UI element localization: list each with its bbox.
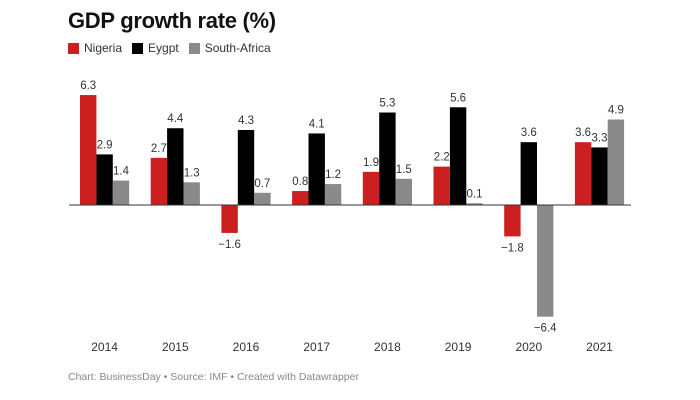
data-label: 4.9	[608, 104, 624, 116]
data-label: 4.1	[309, 118, 325, 130]
x-tick-label: 2017	[303, 340, 330, 354]
data-label: 4.4	[167, 113, 184, 125]
bar-eygpt-2016	[237, 129, 255, 205]
bar-nigeria-2019	[433, 166, 450, 205]
data-label: 5.3	[379, 98, 395, 110]
legend-label: Nigeria	[84, 41, 123, 55]
bar-eygpt-2020	[520, 142, 537, 205]
data-label: 2.9	[97, 139, 113, 151]
legend: Nigeria Eygpt South-Africa	[68, 41, 271, 55]
legend-swatch	[188, 42, 200, 54]
data-label: 2.2	[434, 152, 450, 164]
data-label: 6.3	[80, 80, 96, 92]
bar-nigeria-2014	[80, 95, 97, 205]
x-tick-label: 2019	[445, 340, 472, 354]
bar-eygpt-2019	[449, 107, 467, 205]
data-label: 1.9	[363, 157, 379, 169]
bar-eygpt-2021	[591, 147, 608, 205]
data-label: 0.8	[292, 176, 308, 188]
bar-south-africa-2019	[466, 203, 483, 205]
bar-south-africa-2015	[183, 182, 200, 205]
x-tick-label: 2021	[586, 340, 613, 354]
legend-swatch	[68, 42, 79, 54]
legend-item-egypt: Eygpt	[132, 41, 179, 55]
bar-nigeria-2020	[504, 205, 521, 237]
bar-eygpt-2015	[167, 128, 184, 205]
bar-eygpt-2017	[308, 133, 325, 205]
data-label: −1.8	[501, 242, 524, 254]
x-tick-label: 2016	[233, 340, 260, 354]
bar-nigeria-2018	[362, 171, 380, 205]
bar-nigeria-2015	[150, 157, 168, 205]
bar-nigeria-2016	[221, 205, 238, 233]
data-label: −6.4	[534, 323, 557, 335]
data-label: 1.3	[184, 167, 200, 179]
legend-label: Eygpt	[148, 41, 179, 55]
bar-nigeria-2017	[292, 191, 309, 205]
data-label: 1.2	[325, 169, 341, 181]
legend-item-nigeria: Nigeria	[68, 41, 122, 55]
data-label: 3.3	[592, 132, 608, 144]
x-tick-label: 2020	[515, 340, 542, 354]
data-label: 2.7	[151, 143, 167, 155]
data-label: 4.3	[238, 115, 254, 127]
bar-nigeria-2021	[574, 142, 592, 205]
bar-south-africa-2020	[537, 205, 554, 317]
x-tick-label: 2015	[162, 340, 189, 354]
data-label: 0.7	[254, 178, 270, 190]
x-tick-label: 2018	[374, 340, 401, 354]
bar-south-africa-2016	[254, 192, 271, 205]
data-label: −1.6	[218, 239, 241, 251]
legend-item-south-africa: South-Africa	[188, 41, 271, 55]
data-label: 0.1	[467, 188, 483, 200]
data-label: 1.4	[113, 166, 130, 178]
data-label: 3.6	[521, 127, 537, 139]
x-tick-label: 2014	[91, 340, 118, 354]
chart-footer: Chart: BusinessDay • Source: IMF • Creat…	[68, 371, 359, 383]
data-label: 1.5	[396, 164, 412, 176]
bar-south-africa-2021	[607, 119, 625, 205]
bar-south-africa-2014	[112, 180, 130, 205]
legend-swatch	[132, 42, 144, 54]
chart-title: GDP growth rate (%)	[68, 8, 276, 33]
bar-south-africa-2018	[395, 178, 412, 205]
bar-eygpt-2014	[96, 154, 113, 205]
legend-label: South-Africa	[204, 41, 271, 55]
bar-south-africa-2017	[324, 184, 342, 205]
bar-eygpt-2018	[379, 112, 396, 205]
data-label: 5.6	[450, 92, 466, 104]
data-label: 3.6	[575, 127, 591, 139]
